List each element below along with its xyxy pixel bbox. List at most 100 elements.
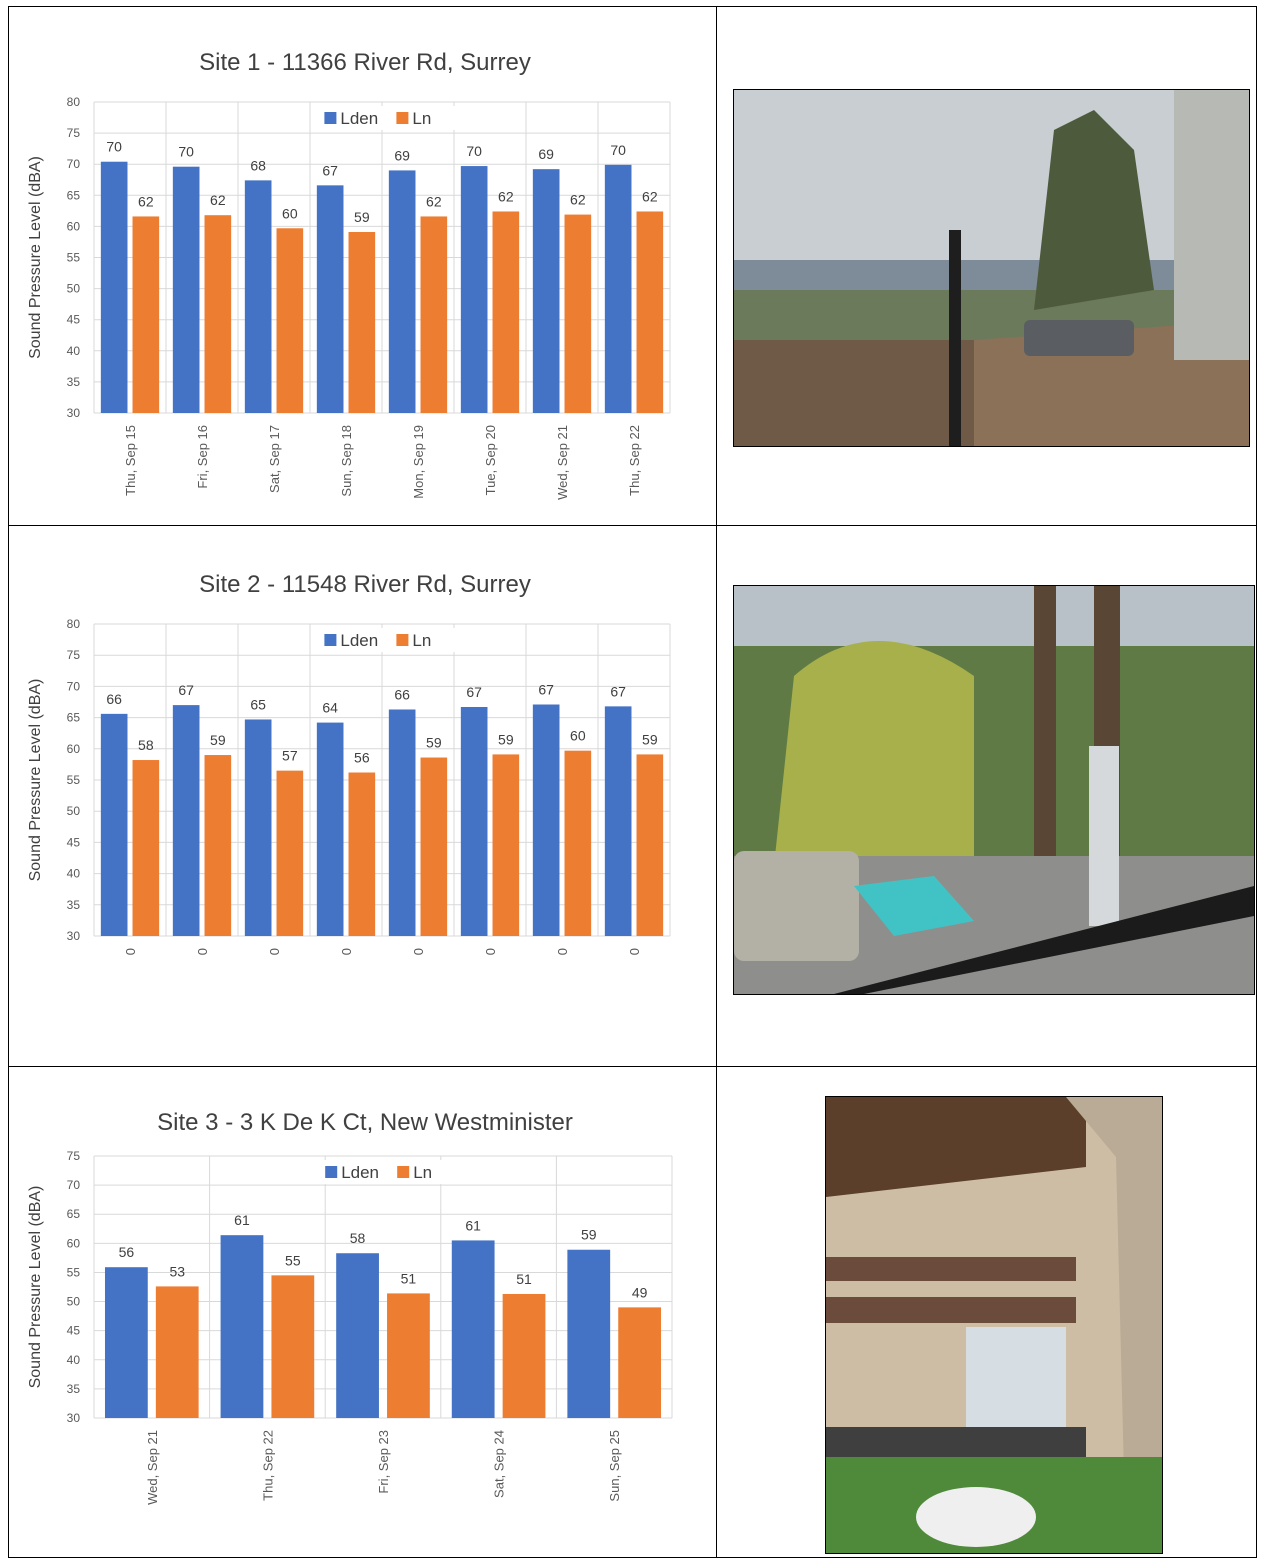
x-tick-label: 0 <box>195 948 210 955</box>
ln-data-label: 53 <box>169 1263 185 1279</box>
lden-data-label: 69 <box>394 147 410 163</box>
lden-bar <box>172 166 200 413</box>
x-tick-label: Sat, Sep 17 <box>267 425 282 493</box>
ln-data-label: 62 <box>138 193 154 209</box>
lden-bar <box>604 164 632 413</box>
ln-bar <box>636 211 664 413</box>
legend-label-ln: Ln <box>412 631 431 650</box>
lden-data-label: 70 <box>178 144 194 160</box>
lden-bar <box>316 185 344 413</box>
ln-data-label: 60 <box>282 205 298 221</box>
ln-data-label: 56 <box>354 750 370 766</box>
legend-label-lden: Lden <box>340 109 378 128</box>
ln-data-label: 60 <box>570 728 586 744</box>
ln-data-label: 51 <box>401 1270 417 1286</box>
ln-bar <box>420 216 448 413</box>
lden-data-label: 70 <box>610 142 626 158</box>
y-tick-label: 55 <box>67 1265 81 1279</box>
lden-bar <box>100 161 128 413</box>
x-tick-label: Sun, Sep 18 <box>339 425 354 497</box>
ln-data-label: 62 <box>210 192 226 208</box>
x-tick-label: Fri, Sep 16 <box>195 425 210 489</box>
ln-bar <box>618 1307 662 1418</box>
lden-data-label: 70 <box>466 143 482 159</box>
legend-background <box>318 106 459 130</box>
y-tick-label: 60 <box>67 742 81 756</box>
y-tick-label: 75 <box>67 126 81 140</box>
ln-data-label: 59 <box>426 735 442 751</box>
y-tick-label: 75 <box>67 1149 81 1163</box>
y-tick-label: 30 <box>67 1411 81 1425</box>
y-tick-label: 45 <box>67 313 81 327</box>
ln-bar <box>420 757 448 936</box>
ln-data-label: 49 <box>632 1284 648 1300</box>
legend-swatch-ln <box>397 1166 410 1178</box>
y-tick-label: 50 <box>67 804 81 818</box>
y-tick-label: 55 <box>67 251 81 265</box>
lden-data-label: 61 <box>465 1217 481 1233</box>
lden-bar <box>460 706 488 936</box>
y-tick-label: 70 <box>67 157 81 171</box>
ln-bar <box>636 754 664 936</box>
y-tick-label: 70 <box>67 679 81 693</box>
ln-bar <box>502 1293 546 1418</box>
ln-data-label: 58 <box>138 737 154 753</box>
ln-bar <box>271 1275 315 1418</box>
lden-data-label: 67 <box>178 682 194 698</box>
x-tick-label: 0 <box>123 948 138 955</box>
lden-bar <box>336 1253 379 1418</box>
ln-data-label: 62 <box>426 193 442 209</box>
lden-bar <box>388 709 416 936</box>
lden-data-label: 59 <box>581 1227 597 1243</box>
y-tick-label: 40 <box>67 1353 81 1367</box>
lden-data-label: 65 <box>250 696 266 712</box>
x-tick-label: 0 <box>627 948 642 955</box>
y-tick-label: 40 <box>67 344 81 358</box>
ln-bar <box>348 772 376 936</box>
site-2-photo <box>733 585 1255 995</box>
y-tick-label: 50 <box>67 282 81 296</box>
ln-data-label: 57 <box>282 748 298 764</box>
y-tick-label: 70 <box>67 1178 81 1192</box>
ln-bar <box>204 215 232 413</box>
lden-data-label: 68 <box>250 157 266 173</box>
x-tick-label: Tue, Sep 20 <box>483 425 498 495</box>
lden-data-label: 67 <box>466 684 482 700</box>
y-tick-label: 40 <box>67 867 81 881</box>
x-tick-label: Mon, Sep 19 <box>411 425 426 499</box>
table-divider-2 <box>8 1066 1257 1067</box>
lden-bar <box>532 704 560 936</box>
lden-data-label: 66 <box>394 686 410 702</box>
y-tick-label: 35 <box>67 1382 81 1396</box>
y-axis-label: Sound Pressure Level (dBA) <box>27 679 44 882</box>
x-tick-label: Wed, Sep 21 <box>555 425 570 500</box>
x-tick-label: Sat, Sep 24 <box>492 1430 507 1498</box>
legend-swatch-lden <box>324 634 337 646</box>
chart-title: Site 1 - 11366 River Rd, Surrey <box>199 49 531 76</box>
lden-bar <box>532 169 560 413</box>
lden-data-label: 67 <box>610 683 626 699</box>
legend-background <box>319 1160 460 1184</box>
legend-label-lden: Lden <box>341 1163 379 1182</box>
ln-data-label: 62 <box>570 192 586 208</box>
lden-data-label: 56 <box>119 1244 135 1260</box>
x-tick-label: Thu, Sep 15 <box>123 425 138 496</box>
ln-data-label: 59 <box>210 732 226 748</box>
site-1-photo <box>733 89 1250 447</box>
y-axis-label: Sound Pressure Level (dBA) <box>27 1186 44 1389</box>
ln-bar <box>348 231 376 413</box>
y-tick-label: 75 <box>67 648 81 662</box>
lden-data-label: 69 <box>538 146 554 162</box>
ln-data-label: 59 <box>354 209 370 225</box>
table-border-right <box>1256 6 1257 1558</box>
y-tick-label: 65 <box>67 711 81 725</box>
lden-bar <box>172 705 200 936</box>
x-tick-label: Thu, Sep 22 <box>260 1430 275 1501</box>
table-column-divider <box>716 6 717 1558</box>
legend-label-lden: Lden <box>340 631 378 650</box>
lden-bar <box>100 713 128 936</box>
lden-data-label: 58 <box>350 1230 366 1246</box>
y-tick-label: 80 <box>67 617 81 631</box>
y-tick-label: 35 <box>67 375 81 389</box>
y-tick-label: 55 <box>67 773 81 787</box>
